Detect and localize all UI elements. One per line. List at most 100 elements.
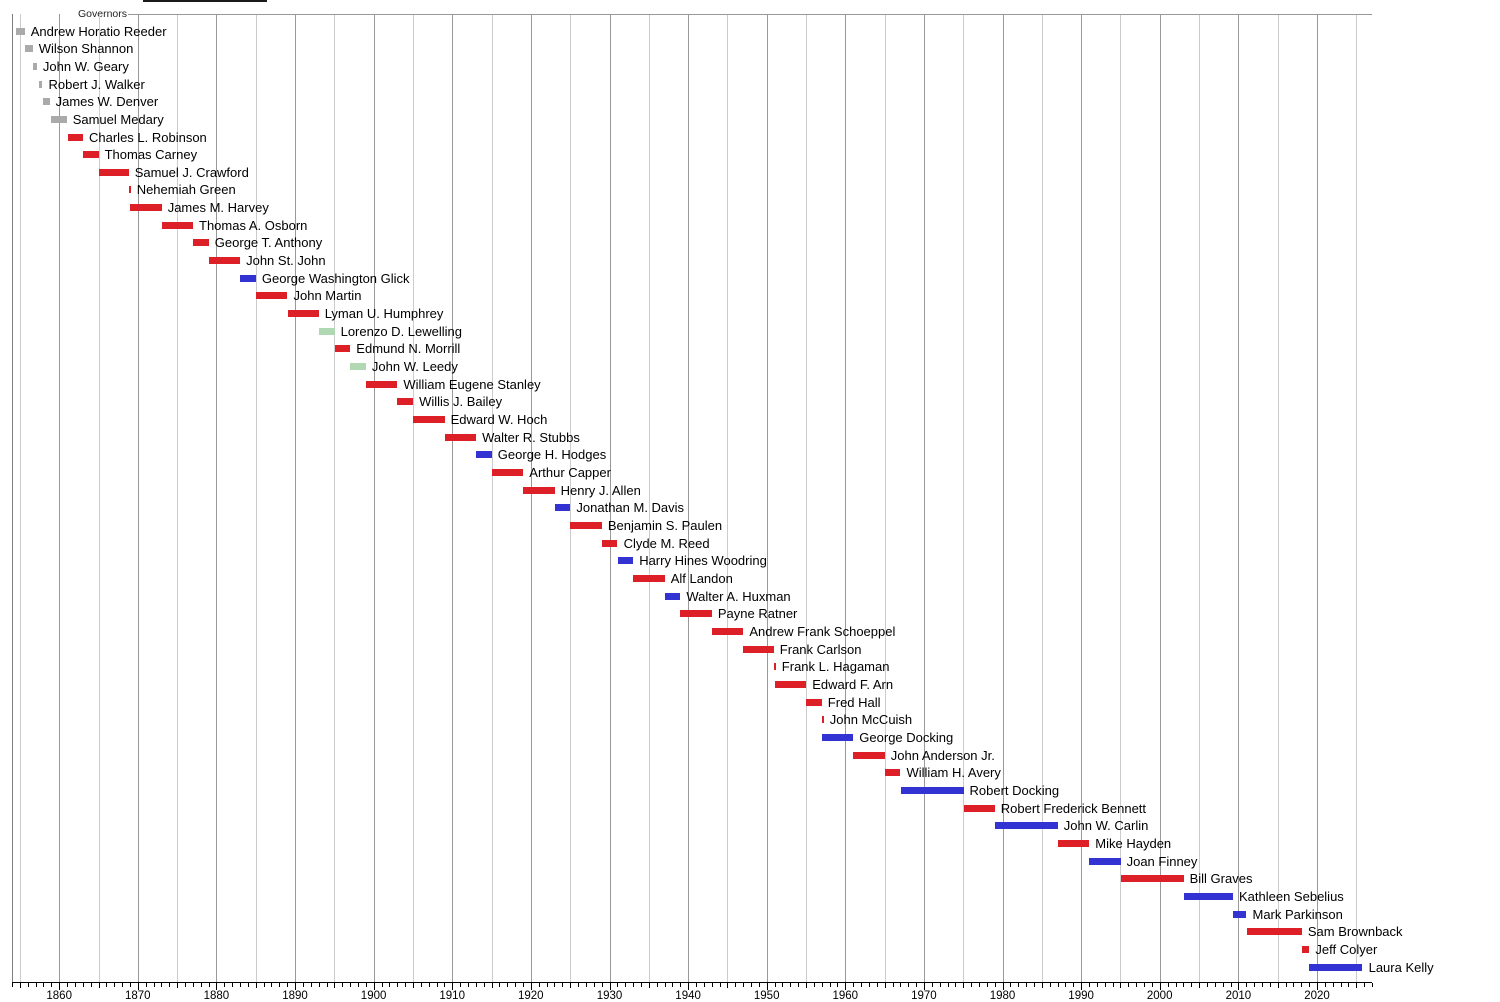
x-axis-tick-1854 bbox=[12, 983, 13, 987]
governor-bar bbox=[806, 698, 822, 706]
gridline-1970 bbox=[923, 14, 925, 982]
governor-bar bbox=[1183, 892, 1233, 900]
governor-label: Samuel J. Crawford bbox=[134, 164, 249, 180]
governor-bar bbox=[208, 257, 241, 265]
governor-label: Alf Landon bbox=[670, 571, 733, 586]
x-axis-tick-1967 bbox=[900, 983, 902, 987]
x-axis-tick-1998 bbox=[1144, 983, 1145, 987]
x-axis-tick-1910 bbox=[452, 983, 454, 990]
x-axis-tick-1861 bbox=[67, 983, 68, 987]
x-axis-tick-1918 bbox=[515, 983, 517, 987]
x-axis-tick-1901 bbox=[381, 983, 383, 987]
x-axis-tick-1928 bbox=[593, 983, 595, 987]
governor-bar bbox=[25, 45, 33, 53]
x-axis-tick-1925 bbox=[570, 983, 572, 988]
x-axis-tick-2019 bbox=[1309, 983, 1311, 987]
x-axis-tick-1999 bbox=[1151, 983, 1153, 987]
gridline-1870 bbox=[137, 14, 139, 982]
x-axis-tick-2025 bbox=[1356, 983, 1358, 988]
governor-bar bbox=[1120, 875, 1184, 883]
x-axis-tick-1857 bbox=[35, 983, 37, 987]
x-axis-tick-1897 bbox=[350, 983, 351, 987]
gridline-1880 bbox=[216, 14, 218, 982]
x-axis-line bbox=[12, 981, 1372, 983]
governor-bar bbox=[318, 327, 335, 335]
gridline-2005 bbox=[1199, 14, 1201, 982]
governor-bar bbox=[900, 786, 964, 794]
x-axis-tick-2018 bbox=[1301, 983, 1303, 987]
x-axis-tick-1878 bbox=[200, 983, 202, 987]
x-axis-tick-1959 bbox=[837, 983, 839, 987]
governor-label: Nehemiah Green bbox=[136, 182, 236, 198]
gridline-1875 bbox=[177, 14, 179, 982]
governor-bar bbox=[350, 363, 366, 370]
x-axis-tick-1951 bbox=[774, 983, 776, 987]
governor-bar bbox=[853, 751, 885, 759]
x-axis-tick-1974 bbox=[955, 983, 957, 987]
governor-label: Frank L. Hagaman bbox=[781, 659, 890, 675]
x-axis-tick-1949 bbox=[758, 983, 760, 987]
x-axis-tick-1915 bbox=[491, 983, 493, 988]
x-axis-tick-1895 bbox=[334, 983, 336, 988]
x-axis-tick-1994 bbox=[1112, 983, 1114, 987]
x-axis-tick-1902 bbox=[389, 983, 391, 987]
gridline-1890 bbox=[295, 14, 296, 982]
x-axis-tick-1966 bbox=[892, 983, 894, 987]
x-axis-tick-1978 bbox=[986, 983, 988, 987]
governor-bar bbox=[397, 398, 413, 406]
x-axis-tick-1977 bbox=[978, 983, 980, 987]
gridline-1910 bbox=[452, 14, 454, 982]
x-axis-label-1930: 1930 bbox=[596, 990, 623, 1002]
governor-label: Willis J. Bailey bbox=[419, 394, 503, 410]
governor-bar bbox=[491, 469, 524, 476]
x-axis-tick-1919 bbox=[523, 983, 524, 987]
x-axis-tick-1888 bbox=[279, 983, 281, 987]
governor-label: Samuel Medary bbox=[72, 111, 164, 127]
gridline-1990 bbox=[1081, 14, 1083, 982]
governor-bar bbox=[821, 716, 824, 724]
x-axis-tick-1922 bbox=[546, 983, 548, 987]
governor-label: John McCuish bbox=[829, 712, 913, 728]
governor-label: William H. Avery bbox=[906, 765, 1001, 781]
x-axis-tick-1893 bbox=[318, 983, 320, 987]
x-axis-tick-1908 bbox=[436, 983, 438, 987]
x-axis-tick-1991 bbox=[1089, 983, 1090, 987]
governor-label: Andrew Horatio Reeder bbox=[30, 23, 167, 39]
x-axis-tick-2026 bbox=[1364, 983, 1366, 987]
x-axis-tick-1929 bbox=[601, 983, 603, 987]
x-axis-tick-1972 bbox=[939, 983, 941, 987]
x-axis-tick-1970 bbox=[923, 983, 925, 990]
governor-label: Andrew Frank Schoeppel bbox=[749, 623, 896, 639]
x-axis-tick-1965 bbox=[884, 983, 886, 988]
x-axis-tick-1896 bbox=[342, 983, 344, 987]
governor-bar bbox=[240, 274, 256, 282]
x-axis-tick-1917 bbox=[507, 983, 509, 987]
x-axis-tick-1858 bbox=[43, 983, 45, 987]
governor-bar bbox=[822, 733, 854, 741]
x-axis-tick-1962 bbox=[861, 983, 862, 987]
x-axis-label-1890: 1890 bbox=[282, 990, 308, 1002]
x-axis-tick-1872 bbox=[153, 983, 155, 987]
x-axis-label-1990: 1990 bbox=[1068, 990, 1094, 1002]
gridline-1895 bbox=[334, 14, 336, 982]
gridline-1930 bbox=[609, 14, 611, 982]
governor-bar bbox=[128, 186, 131, 194]
governor-label: Walter R. Stubbs bbox=[482, 429, 580, 445]
gridline-2020 bbox=[1317, 14, 1318, 982]
governor-label: George Docking bbox=[859, 729, 954, 745]
x-axis-tick-1946 bbox=[735, 983, 737, 987]
governor-label: John W. Carlin bbox=[1063, 818, 1149, 834]
x-axis-tick-1926 bbox=[578, 983, 579, 987]
x-axis-tick-1939 bbox=[680, 983, 682, 987]
governor-bar bbox=[334, 345, 351, 353]
x-axis-tick-1957 bbox=[821, 983, 823, 987]
gridline-1925 bbox=[570, 14, 572, 982]
x-axis-tick-1956 bbox=[813, 983, 815, 987]
x-axis-tick-1993 bbox=[1104, 983, 1106, 987]
governor-bar bbox=[130, 204, 162, 212]
x-axis-tick-1856 bbox=[27, 983, 29, 987]
governor-label: Edward F. Arn bbox=[812, 676, 894, 692]
x-axis-tick-1859 bbox=[51, 983, 53, 987]
x-axis-tick-1868 bbox=[122, 983, 124, 987]
x-axis-tick-1871 bbox=[145, 983, 147, 987]
